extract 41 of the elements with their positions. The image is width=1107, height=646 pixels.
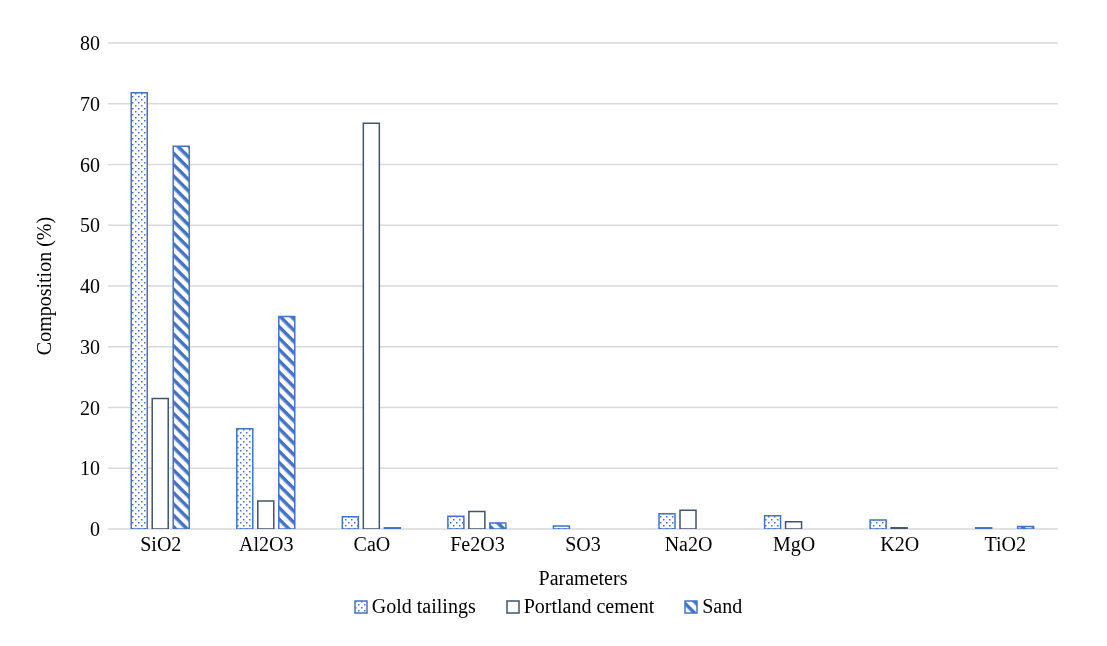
bar bbox=[552, 525, 571, 529]
x-tick-label: Al2O3 bbox=[239, 533, 294, 556]
bar bbox=[278, 315, 296, 529]
bar bbox=[257, 500, 275, 529]
x-tick-label: CaO bbox=[353, 533, 391, 556]
bar bbox=[468, 510, 486, 529]
x-tick-label: Na2O bbox=[664, 533, 713, 556]
y-tick-label: 30 bbox=[80, 335, 100, 358]
bar bbox=[341, 516, 360, 529]
y-tick-label: 70 bbox=[80, 92, 100, 115]
y-tick-label: 10 bbox=[80, 457, 100, 480]
y-axis-title: Composition (%) bbox=[33, 216, 57, 356]
bar bbox=[1016, 525, 1035, 529]
y-tick-label: 50 bbox=[80, 214, 100, 237]
y-tick-label: 20 bbox=[80, 396, 100, 419]
bar bbox=[489, 522, 507, 529]
x-tick-label: K2O bbox=[880, 533, 920, 556]
x-tick-label: MgO bbox=[772, 533, 816, 557]
bar bbox=[151, 397, 169, 529]
x-axis-title: Parameters bbox=[538, 567, 628, 589]
bar bbox=[362, 122, 381, 529]
bar bbox=[236, 428, 254, 529]
y-tick-label: 0 bbox=[90, 518, 100, 541]
bar bbox=[763, 514, 782, 529]
x-tick-label: TiO2 bbox=[984, 533, 1026, 556]
legend-label: Sand bbox=[702, 595, 743, 618]
bar bbox=[172, 145, 190, 529]
bar bbox=[658, 513, 676, 529]
y-tick-label: 40 bbox=[80, 275, 100, 298]
bar bbox=[130, 92, 148, 529]
bar bbox=[784, 520, 803, 529]
x-tick-label: SO3 bbox=[565, 533, 601, 556]
bar bbox=[447, 515, 465, 529]
y-tick-label: 80 bbox=[80, 32, 100, 55]
legend-label: Gold tailings bbox=[371, 595, 476, 618]
y-tick-label: 60 bbox=[80, 153, 100, 176]
bar bbox=[679, 509, 697, 529]
x-tick-label: Fe2O3 bbox=[450, 533, 505, 556]
x-tick-label: SiO2 bbox=[140, 533, 182, 556]
bar bbox=[869, 519, 887, 529]
legend-label: Portland cement bbox=[523, 595, 655, 618]
